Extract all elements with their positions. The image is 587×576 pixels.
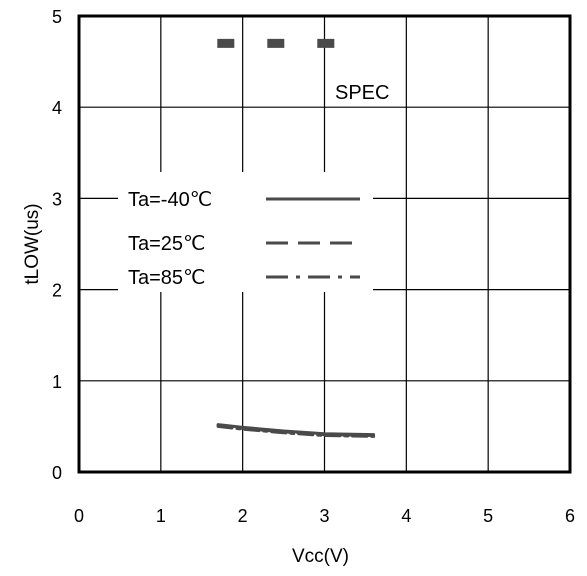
x-ticks: 0 1 2 3 4 5 6	[74, 506, 575, 526]
spec-label: SPEC	[335, 82, 389, 104]
plot-frame	[77, 14, 572, 474]
legend-label: Ta=25℃	[128, 233, 206, 255]
legend: Ta=-40℃ Ta=25℃ Ta=85℃	[118, 172, 373, 292]
x-tick-label: 0	[74, 506, 84, 526]
x-tick-label: 6	[565, 506, 575, 526]
spec-layer: SPEC	[217, 38, 389, 104]
x-tick-label: 4	[401, 506, 411, 526]
legend-box	[118, 172, 373, 292]
series-line-dashdot	[216, 424, 376, 438]
legend-label: Ta=85℃	[128, 267, 206, 289]
x-tick-label: 2	[238, 506, 248, 526]
y-tick-label: 1	[52, 372, 62, 392]
y-ticks: 0 1 2 3 4 5	[52, 7, 62, 483]
y-tick-label: 2	[52, 281, 62, 301]
x-tick-label: 1	[156, 506, 166, 526]
series-layer	[216, 423, 376, 438]
x-axis-label: Vcc(V)	[292, 546, 349, 567]
y-tick-label: 5	[52, 7, 62, 27]
legend-label: Ta=-40℃	[128, 189, 212, 211]
y-axis-label: tLOW(us)	[22, 203, 43, 284]
y-tick-label: 0	[52, 463, 62, 483]
y-tick-label: 4	[52, 98, 62, 118]
x-tick-label: 5	[483, 506, 493, 526]
y-tick-label: 3	[52, 189, 62, 209]
x-tick-label: 3	[319, 506, 329, 526]
